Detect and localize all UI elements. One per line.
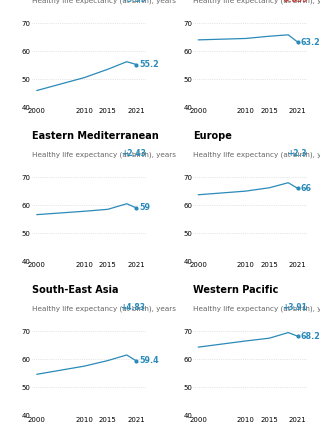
Text: Western Pacific: Western Pacific — [194, 285, 279, 295]
Text: +3.91: +3.91 — [282, 303, 307, 312]
Text: 63.2: 63.2 — [300, 38, 320, 47]
Text: Europe: Europe — [194, 131, 232, 141]
Text: 66: 66 — [300, 184, 312, 193]
Text: 59: 59 — [139, 203, 150, 212]
Text: Healthy life expectancy (at birth), years: Healthy life expectancy (at birth), year… — [194, 151, 320, 158]
Text: Healthy life expectancy (at birth), years: Healthy life expectancy (at birth), year… — [32, 305, 176, 312]
Text: Eastern Mediterranean: Eastern Mediterranean — [32, 131, 159, 141]
Text: 55.2: 55.2 — [139, 60, 159, 69]
Text: Healthy life expectancy (at birth), years: Healthy life expectancy (at birth), year… — [32, 151, 176, 158]
Text: −0.839: −0.839 — [277, 0, 307, 3]
Text: Healthy life expectancy (at birth), years: Healthy life expectancy (at birth), year… — [194, 305, 320, 312]
Text: South-East Asia: South-East Asia — [32, 285, 118, 295]
Text: +2.3: +2.3 — [288, 149, 307, 158]
Text: 68.2: 68.2 — [300, 332, 320, 341]
Text: +2.43: +2.43 — [121, 149, 146, 158]
Text: +4.83: +4.83 — [121, 303, 146, 312]
Text: +9.35: +9.35 — [121, 0, 146, 3]
Text: Healthy life expectancy (at birth), years: Healthy life expectancy (at birth), year… — [194, 0, 320, 3]
Text: 59.4: 59.4 — [139, 356, 159, 365]
Text: Healthy life expectancy (at birth), years: Healthy life expectancy (at birth), year… — [32, 0, 176, 3]
